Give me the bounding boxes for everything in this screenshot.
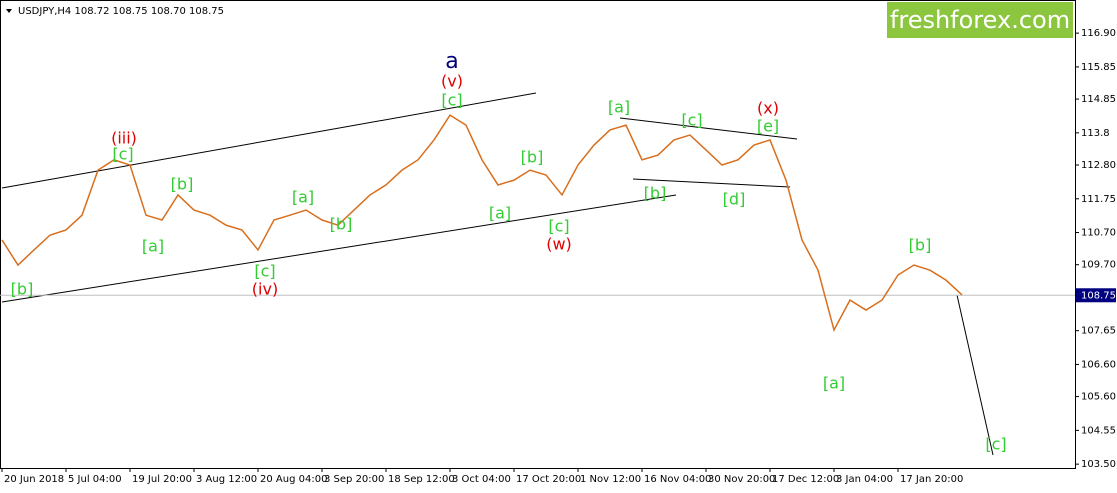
y-tick-label: 107.65: [1081, 326, 1116, 337]
wave-label: (v): [441, 72, 463, 91]
wave-label: [b]: [909, 236, 932, 255]
y-tick-label: 105.60: [1081, 392, 1116, 403]
wave-label: [a]: [608, 98, 630, 117]
menu-arrow: [6, 9, 12, 13]
y-tick-label: 114.85: [1081, 94, 1116, 105]
x-tick-label: 17 Oct 20:00: [516, 474, 581, 485]
x-tick-label: 3 Sep 20:00: [324, 474, 384, 485]
y-tick-label: 106.60: [1081, 359, 1116, 370]
x-tick-label: 18 Sep 12:00: [388, 474, 455, 485]
logo: freshforex.com: [890, 6, 1070, 34]
y-tick-label: 111.75: [1081, 194, 1116, 205]
x-tick-label: 3 Jan 04:00: [836, 474, 893, 485]
chart-header: USDJPY,H4 108.72 108.75 108.70 108.75: [18, 6, 224, 17]
y-tick-label: 113.8: [1081, 128, 1110, 139]
x-tick-label: 30 Nov 20:00: [708, 474, 775, 485]
wave-label: (iii): [111, 129, 137, 148]
wave-label: [c]: [112, 145, 133, 164]
wave-label: [a]: [823, 374, 845, 393]
trend-line: [632, 178, 791, 188]
x-tick-label: 16 Nov 04:00: [644, 474, 711, 485]
wave-label: (w): [546, 235, 572, 254]
x-tick-label: 17 Dec 12:00: [772, 474, 839, 485]
x-tick-label: 20 Aug 04:00: [260, 474, 327, 485]
wave-label: [c]: [985, 435, 1006, 454]
wave-label: [b]: [644, 184, 667, 203]
y-tick-label: 109.70: [1081, 260, 1116, 271]
trend-line: [1, 92, 537, 189]
wave-label: [a]: [292, 188, 314, 207]
last-price-box: [1076, 288, 1116, 303]
x-tick-label: 3 Aug 12:00: [196, 474, 257, 485]
wave-label: a: [445, 49, 458, 74]
y-tick-label: 103.50: [1081, 459, 1116, 470]
projection-line: [956, 294, 994, 456]
x-tick-label: 3 Oct 04:00: [452, 474, 511, 485]
x-tick-label: 17 Jan 20:00: [900, 474, 963, 485]
wave-label: [c]: [548, 217, 569, 236]
wave-label: [d]: [723, 190, 746, 209]
y-tick-label: 110.70: [1081, 228, 1116, 239]
trend-line: [619, 117, 798, 140]
wave-label: [b]: [171, 175, 194, 194]
wave-label: (iv): [252, 280, 278, 299]
wave-label: [c]: [441, 91, 462, 110]
wave-label: [a]: [142, 237, 164, 256]
last-price-label: 108.75: [1081, 290, 1116, 301]
x-tick-label: 20 Jun 2018: [4, 474, 64, 485]
y-tick-label: 115.85: [1081, 62, 1116, 73]
y-tick-label: 116.90: [1081, 28, 1116, 39]
price-line: [1, 114, 963, 333]
wave-label: [b]: [521, 148, 544, 167]
logo-box: [887, 2, 1073, 38]
wave-label: [c]: [254, 262, 275, 281]
y-tick-label: 104.55: [1081, 425, 1116, 436]
trend-line: [1, 194, 677, 303]
wave-label: (x): [757, 99, 779, 118]
y-tick-label: 112.80: [1081, 160, 1116, 171]
wave-label: [b]: [11, 280, 34, 299]
wave-label: [c]: [681, 111, 702, 130]
plot-frame: [0, 0, 1076, 469]
wave-label: [a]: [489, 204, 511, 223]
x-tick-label: 1 Nov 12:00: [580, 474, 641, 485]
wave-label: [e]: [757, 117, 779, 136]
wave-label: [b]: [330, 215, 353, 234]
x-tick-label: 5 Jul 04:00: [68, 474, 122, 485]
x-tick-label: 19 Jul 20:00: [132, 474, 192, 485]
